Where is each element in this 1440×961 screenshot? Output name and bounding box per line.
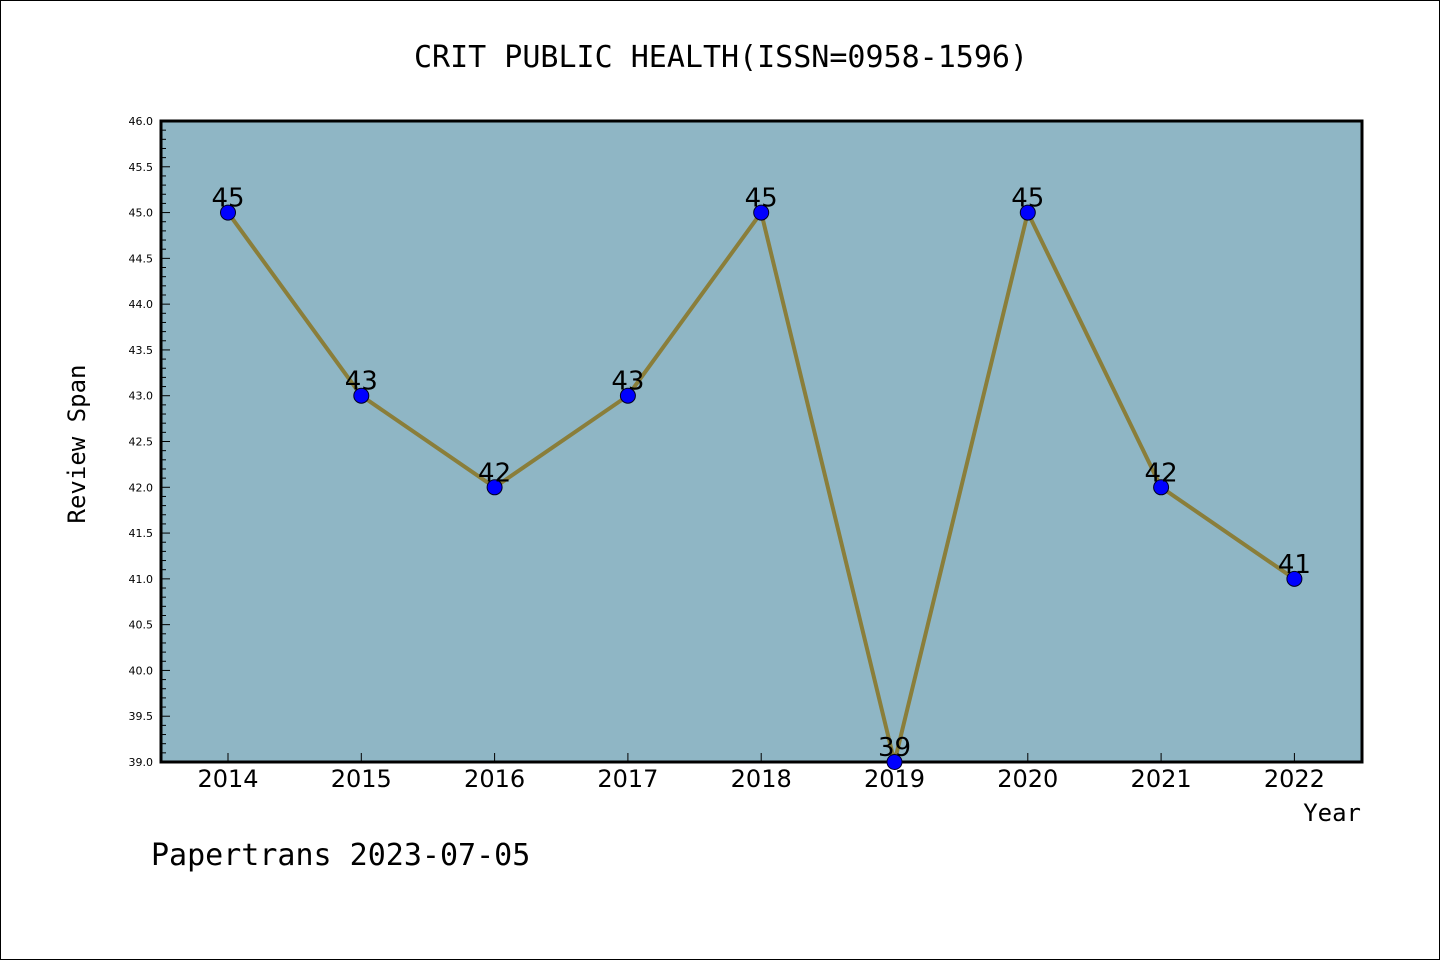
data-labels: 45 43 42 43 45 39 45 42 41 [211,184,1310,763]
x-tick-label: 2014 [197,765,258,793]
data-point [886,754,903,770]
y-axis-label: Review Span [63,365,91,524]
data-label: 45 [211,184,244,214]
y-tick-label: 40.0 [129,664,154,677]
y-tick-label: 44.5 [129,252,154,265]
y-tick-label: 42.0 [129,481,154,494]
y-tick-label: 43.0 [129,390,154,403]
x-tick-label: 2020 [997,765,1058,793]
y-tick-label: 41.5 [129,527,154,540]
data-label: 45 [1011,184,1044,214]
plot-area [159,119,1364,764]
data-point [1153,479,1170,496]
data-label: 43 [611,367,644,397]
y-axis: 39.0 39.5 40.0 40.5 41.0 41.5 42.0 42.5 43.0 43.5… [129,115,170,769]
x-tick-label: 2016 [464,765,525,793]
y-tick-label: 41.0 [129,573,154,586]
y-tick-label: 39.0 [129,756,154,769]
y-tick-label: 45.5 [129,161,154,174]
data-label: 43 [345,367,378,397]
data-point [353,387,370,404]
x-tick-label: 2021 [1131,765,1192,793]
chart-title: CRIT PUBLIC HEALTH(ISSN=0958-1596) [414,40,1028,75]
x-tick-label: 2015 [331,765,392,793]
y-tick-label: 44.0 [129,298,154,311]
data-label: 45 [745,184,778,214]
series-line-group [220,204,1303,770]
data-point [220,204,236,221]
data-point [1019,204,1036,221]
x-tick-label: 2017 [597,765,658,793]
x-tick-label: 2018 [731,765,792,793]
data-label: 42 [478,458,511,488]
footer-credit: Papertrans 2023-07-05 [151,838,530,873]
data-label: 39 [878,733,911,763]
y-tick-label: 46.0 [129,115,154,128]
x-tick-label: 2022 [1264,765,1325,793]
y-tick-label: 45.0 [129,207,154,220]
x-axis-label: Year [1303,799,1361,827]
data-label: 41 [1278,550,1311,580]
y-tick-label: 42.5 [129,436,154,449]
data-label: 42 [1145,458,1178,488]
y-tick-label: 43.5 [129,344,154,357]
data-point [486,479,503,496]
data-point [753,204,770,221]
data-point [619,387,636,404]
y-tick-label: 40.5 [129,619,154,632]
data-point [1286,570,1303,587]
y-tick-label: 39.5 [129,710,154,723]
